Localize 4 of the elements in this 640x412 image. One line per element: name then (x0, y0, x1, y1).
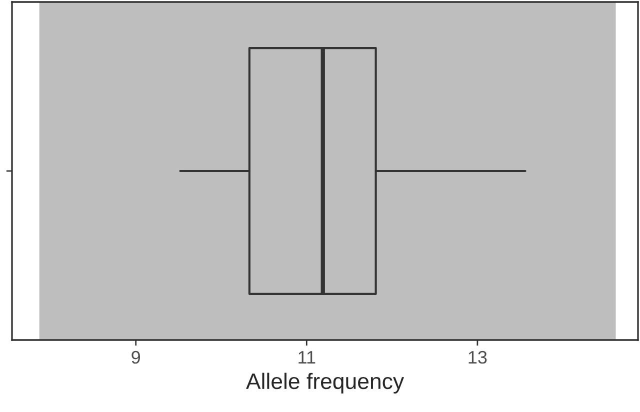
x-axis-title: Allele frequency (246, 372, 404, 394)
x-tick-label: 9 (132, 350, 140, 364)
x-tick-label: 13 (468, 350, 487, 364)
x-tick-label: 11 (298, 351, 316, 364)
